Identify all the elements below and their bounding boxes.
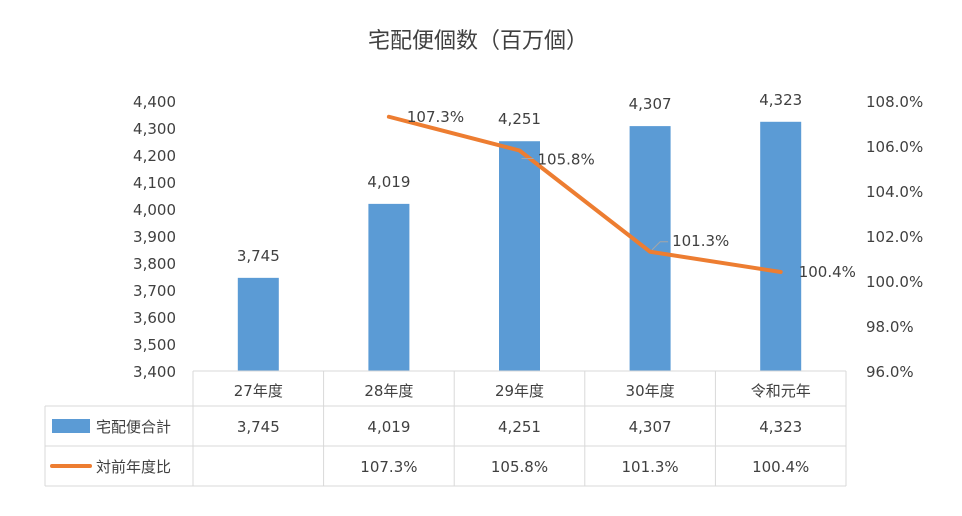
table-cell: 4,251	[498, 418, 541, 436]
line-series: 107.3% 105.8% 101.3% 100.4%	[386, 108, 856, 281]
y-left-tick-label: 4,000	[133, 201, 176, 219]
bar	[499, 141, 540, 371]
line-data-label: 105.8%	[538, 151, 595, 169]
line-data-label: 100.4%	[799, 263, 856, 281]
y-left-tick-label: 3,700	[133, 282, 176, 300]
leader-line	[651, 241, 669, 251]
y-left-tick-label: 3,600	[133, 309, 176, 327]
y-left-tick-label: 3,500	[133, 336, 176, 354]
bar-data-label: 4,251	[498, 110, 541, 128]
y-left-tick-label: 4,100	[133, 174, 176, 192]
bar	[237, 277, 279, 371]
bar-series: 3,745 4,019 4,251 4,307 4,323	[237, 91, 802, 371]
table-cell: 3,745	[237, 418, 280, 436]
category-label: 令和元年	[751, 382, 811, 400]
line-path	[386, 114, 783, 274]
left-axis: 3,400 3,500 3,600 3,700 3,800 3,900 4,000 4,100…	[133, 93, 176, 381]
y-left-tick-label: 4,200	[133, 147, 176, 165]
legend-key-bar	[52, 419, 90, 433]
chart-title: 宅配便個数（百万個）	[368, 29, 588, 54]
legend-label: 宅配便合計	[96, 418, 171, 436]
table-cell: 100.4%	[752, 458, 809, 476]
bar-data-label: 4,307	[629, 95, 672, 113]
bar-data-label: 4,019	[367, 173, 410, 191]
line-data-label: 107.3%	[407, 108, 464, 126]
y-right-tick-label: 104.0%	[866, 183, 923, 201]
table-cell: 101.3%	[621, 458, 678, 476]
y-left-tick-label: 3,400	[133, 363, 176, 381]
category-label: 29年度	[495, 382, 544, 400]
bar-data-label: 3,745	[237, 247, 280, 265]
table-cell: 4,307	[629, 418, 672, 436]
y-right-tick-label: 96.0%	[866, 363, 914, 381]
line-data-label: 101.3%	[672, 232, 729, 250]
y-left-tick-label: 3,900	[133, 228, 176, 246]
y-right-tick-label: 100.0%	[866, 273, 923, 291]
y-right-tick-label: 108.0%	[866, 93, 923, 111]
table-cell: 105.8%	[491, 458, 548, 476]
y-left-tick-label: 3,800	[133, 255, 176, 273]
bar	[368, 203, 410, 371]
y-right-tick-label: 102.0%	[866, 228, 923, 246]
y-right-tick-label: 98.0%	[866, 318, 914, 336]
y-right-tick-label: 106.0%	[866, 138, 923, 156]
table-cell: 4,323	[759, 418, 802, 436]
y-left-tick-label: 4,300	[133, 120, 176, 138]
right-axis: 96.0% 98.0% 100.0% 102.0% 104.0% 106.0% 108.0%	[866, 93, 923, 381]
category-label: 28年度	[364, 382, 413, 400]
table-cell: 107.3%	[360, 458, 417, 476]
category-label: 27年度	[234, 382, 283, 400]
bar	[629, 126, 671, 371]
legend-label: 対前年度比	[96, 458, 171, 476]
bar	[760, 121, 802, 371]
y-left-tick-label: 4,400	[133, 93, 176, 111]
category-label: 30年度	[626, 382, 675, 400]
bar-data-label: 4,323	[759, 91, 802, 109]
table-cell: 4,019	[367, 418, 410, 436]
